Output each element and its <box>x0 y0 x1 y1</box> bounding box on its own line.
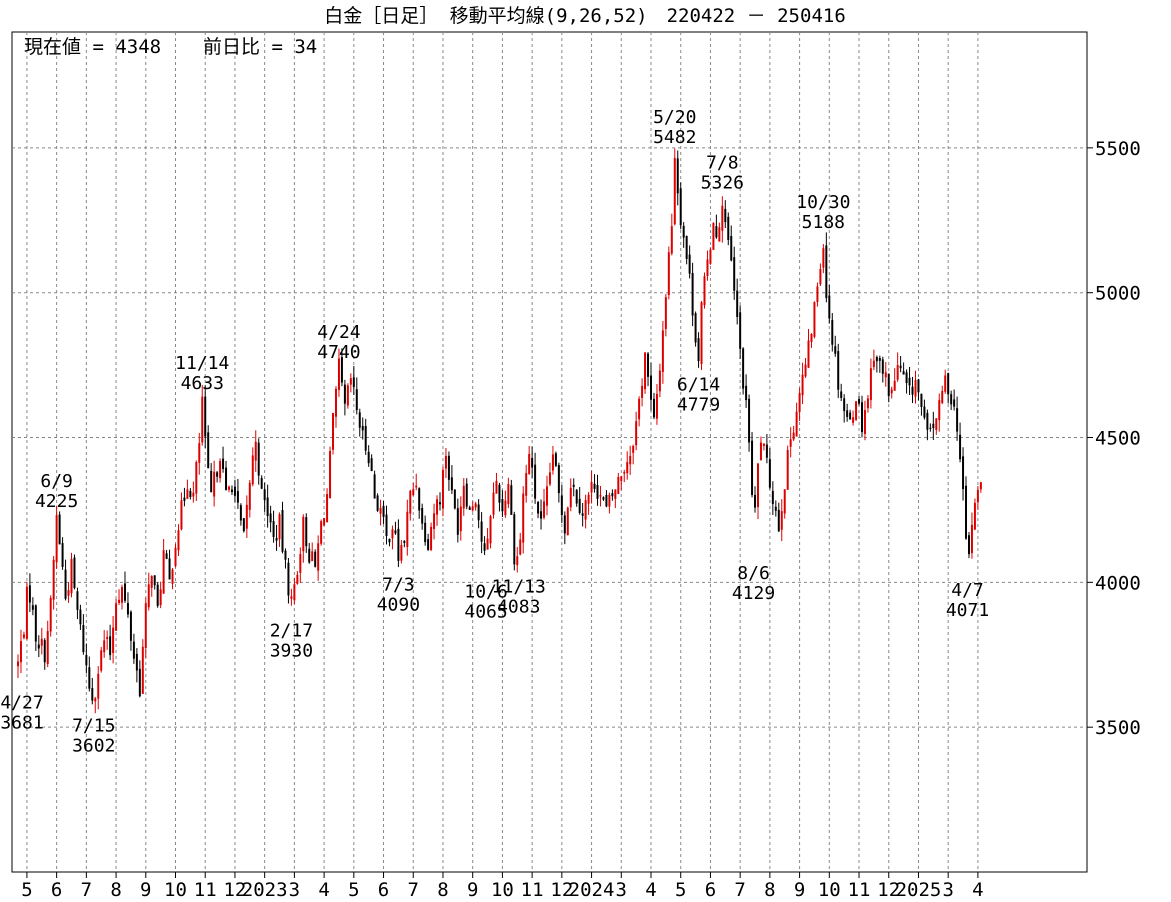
y-tick-label: 5500 <box>1095 138 1141 160</box>
x-tick-label: 6 <box>705 879 716 901</box>
x-tick-label: 6 <box>51 879 62 901</box>
y-axis: 3500 4000 4500 5000 5500 <box>1087 138 1141 739</box>
x-tick-label: 9 <box>140 879 151 901</box>
annotation-value: 4779 <box>677 395 720 416</box>
x-tick-label: 7 <box>408 879 419 901</box>
x-tick-label: 8 <box>437 879 448 901</box>
annotation-value: 4225 <box>35 491 78 512</box>
annotation-value: 3602 <box>72 736 115 757</box>
x-tick-label: 5 <box>21 879 32 901</box>
annotation-date: 4/27 <box>0 693 43 714</box>
annotation-date: 7/8 <box>706 152 739 173</box>
annotation-date: 11/14 <box>175 353 229 374</box>
change-label: 前日比 = 34 <box>203 36 317 58</box>
annotation-date: 6/9 <box>40 471 73 492</box>
x-tick-label: 12 <box>550 879 573 901</box>
y-tick-label: 5000 <box>1095 283 1141 305</box>
annotation-date: 10/30 <box>796 192 850 213</box>
x-tick-label: 4 <box>318 879 329 901</box>
x-tick-label: 12 <box>223 879 246 901</box>
annotation-date: 7/15 <box>72 716 115 737</box>
annotation-date: 6/14 <box>677 375 720 396</box>
x-tick-label: 9 <box>467 879 478 901</box>
plot-frame <box>11 31 1088 873</box>
annotation-value: 5482 <box>653 127 696 148</box>
y-tick-label: 4000 <box>1095 572 1141 594</box>
x-tick-label: 2025 <box>896 879 942 901</box>
chart-title: 白金［日足］ 移動平均線(9,26,52) 220422 － 250416 <box>324 5 846 27</box>
x-tick-label: 3 <box>616 879 627 901</box>
annotation-value: 4129 <box>732 583 775 604</box>
x-tick-label: 11 <box>848 879 871 901</box>
x-tick-label: 11 <box>521 879 544 901</box>
annotation-value: 4633 <box>181 373 224 394</box>
x-tick-label: 7 <box>734 879 745 901</box>
y-tick-label: 4500 <box>1095 428 1141 450</box>
x-tick-label: 8 <box>110 879 121 901</box>
x-tick-label: 2024 <box>569 879 615 901</box>
x-tick-label: 11 <box>194 879 217 901</box>
annotation-date: 10/6 <box>464 582 507 603</box>
annotation-date: 4/24 <box>317 322 360 343</box>
x-tick-label: 6 <box>378 879 389 901</box>
x-tick-label: 12 <box>877 879 900 901</box>
x-tick-label: 8 <box>764 879 775 901</box>
x-tick-label: 10 <box>164 879 187 901</box>
x-tick-label: 4 <box>972 879 983 901</box>
annotation-value: 4090 <box>377 594 420 615</box>
annotation-date: 11/13 <box>492 576 546 597</box>
candle-series <box>17 148 982 714</box>
annotation-value: 5188 <box>802 212 845 233</box>
annotation-value: 5326 <box>701 172 744 193</box>
annotation-value: 3930 <box>270 641 313 662</box>
x-tick-label: 2023 <box>242 879 288 901</box>
x-tick-label: 3 <box>289 879 300 901</box>
x-tick-label: 7 <box>81 879 92 901</box>
annotation-date: 5/20 <box>653 107 696 128</box>
annotation-date: 7/3 <box>382 574 415 595</box>
x-tick-label: 5 <box>348 879 359 901</box>
annotation-value: 4065 <box>464 602 507 623</box>
y-tick-label: 3500 <box>1095 717 1141 739</box>
current-value-label: 現在値 = 4348 <box>24 36 161 58</box>
annotation-date: 2/17 <box>270 621 313 642</box>
x-tick-label: 3 <box>942 879 953 901</box>
annotation-date: 8/6 <box>737 563 770 584</box>
annotation-value: 4071 <box>946 600 989 621</box>
annotation-value: 4740 <box>317 342 360 363</box>
annotation-value: 3681 <box>0 713 43 734</box>
x-tick-label: 5 <box>675 879 686 901</box>
x-tick-label: 4 <box>645 879 656 901</box>
x-tick-label: 10 <box>491 879 514 901</box>
annotation-date: 4/7 <box>951 580 984 601</box>
annotation-value: 4083 <box>497 596 540 617</box>
x-tick-label: 9 <box>794 879 805 901</box>
x-tick-label: 10 <box>818 879 841 901</box>
